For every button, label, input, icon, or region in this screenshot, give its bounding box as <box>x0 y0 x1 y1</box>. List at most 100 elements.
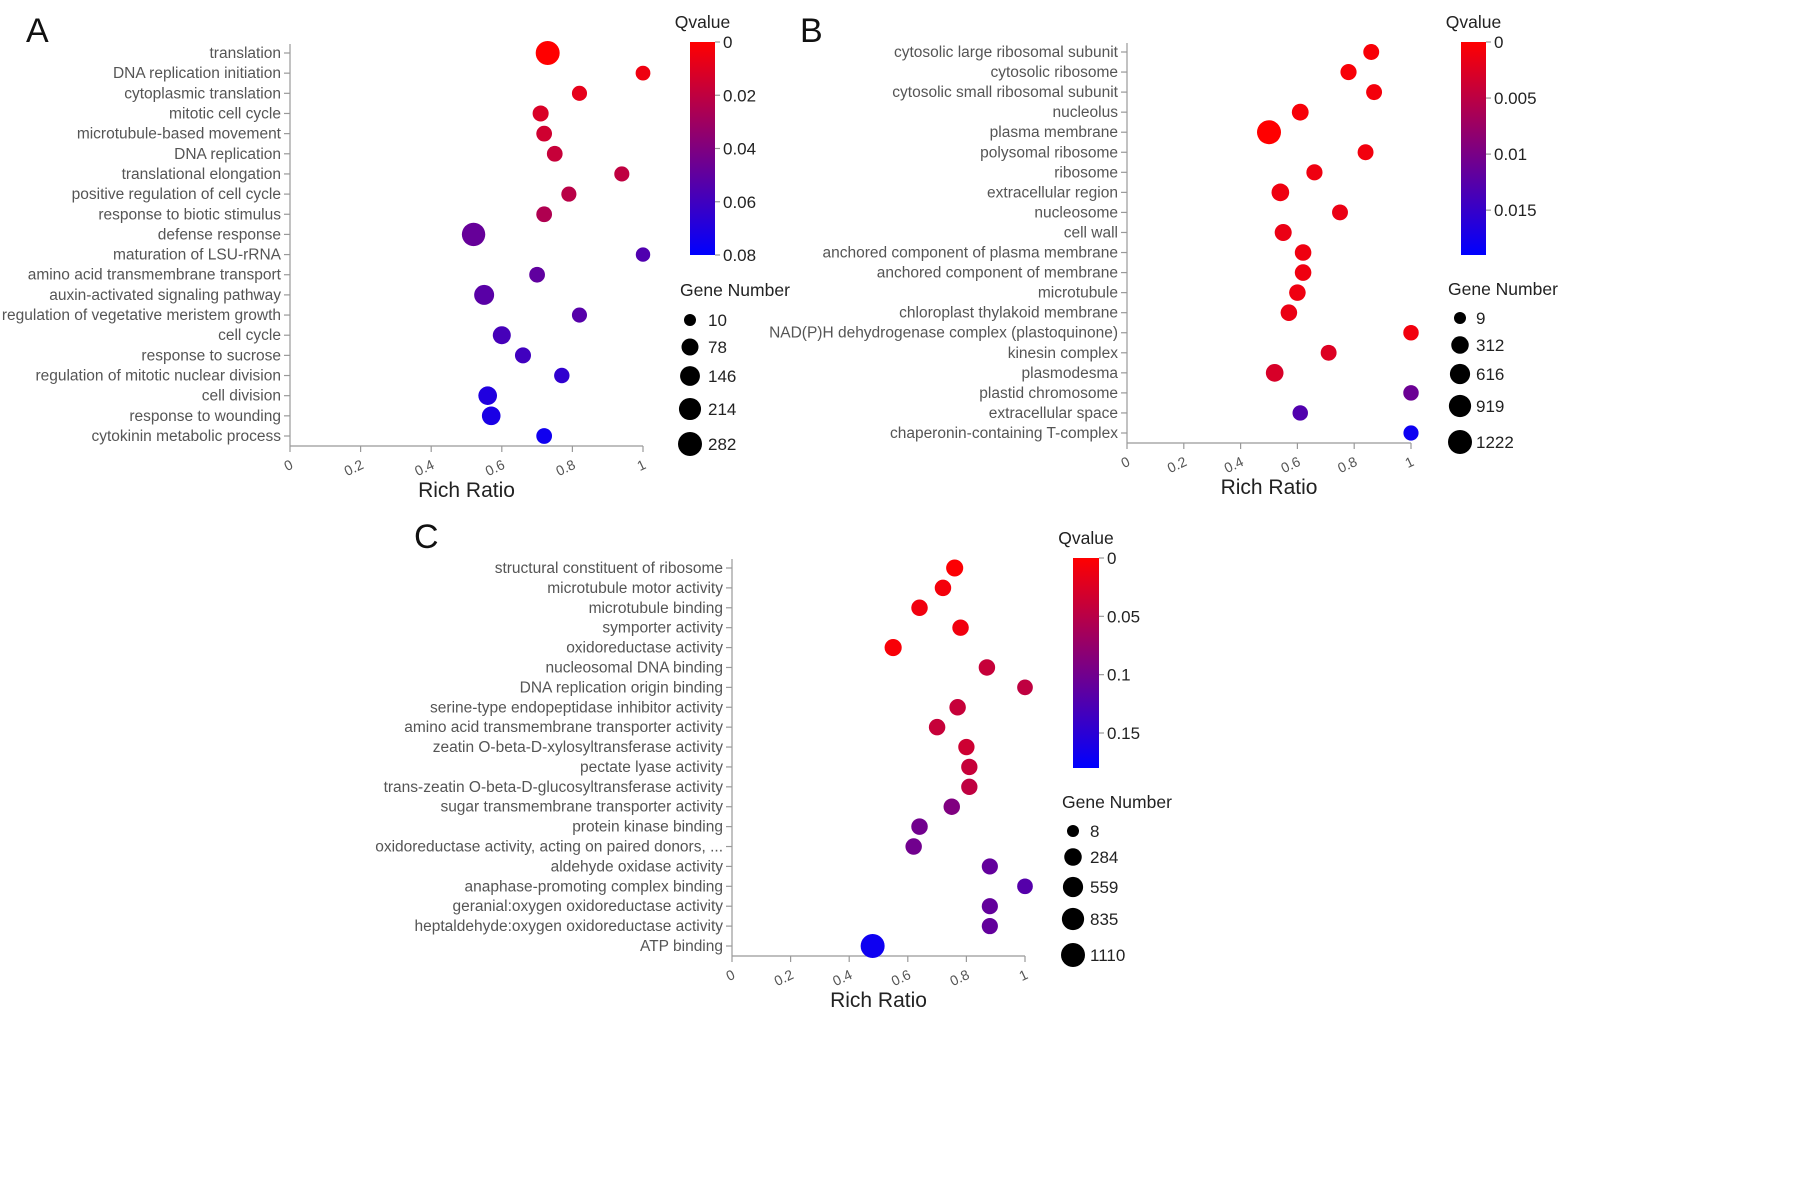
size-legend-label: 10 <box>708 311 727 330</box>
size-legend-dot <box>1061 907 1085 931</box>
y-tick-label: chaperonin-containing T-complex <box>890 425 1118 442</box>
data-point <box>911 818 928 835</box>
color-scale-label: 0.04 <box>723 140 756 159</box>
y-tick-label: response to biotic stimulus <box>98 206 281 223</box>
y-tick-label: cytokinin metabolic process <box>91 428 281 445</box>
size-legend-dot <box>1449 363 1471 385</box>
y-tick-label: ribosome <box>1054 164 1118 181</box>
y-tick-label: anchored component of membrane <box>877 265 1118 282</box>
data-point <box>1265 363 1284 382</box>
y-tick-label: anchored component of plasma membrane <box>822 245 1118 262</box>
y-tick-label: anaphase-promoting complex binding <box>465 878 724 895</box>
data-point <box>1357 144 1374 161</box>
data-point <box>981 858 998 875</box>
y-tick-label: regulation of vegetative meristem growth <box>2 307 281 324</box>
size-legend-dot <box>684 314 696 326</box>
y-tick-label: response to wounding <box>129 408 281 425</box>
y-tick-label: nucleosomal DNA binding <box>546 659 724 676</box>
color-scale-label: 0.15 <box>1107 724 1140 743</box>
x-tick-label: 0.6 <box>483 456 508 479</box>
color-legend-title: Qvalue <box>1058 528 1113 548</box>
color-scale-label: 0.015 <box>1494 201 1537 220</box>
y-tick-label: amino acid transmembrane transporter act… <box>404 719 723 736</box>
x-tick-label: 0.2 <box>341 456 366 479</box>
color-scale-label: 0 <box>723 33 732 52</box>
data-point <box>1332 204 1348 221</box>
size-legend-title: Gene Number <box>680 280 790 300</box>
size-legend-label: 919 <box>1476 397 1504 416</box>
data-point <box>1280 304 1298 321</box>
data-point <box>946 559 964 577</box>
data-point <box>492 326 511 345</box>
size-legend-label: 78 <box>708 338 727 357</box>
data-point <box>1403 425 1419 441</box>
y-tick-label: heptaldehyde:oxygen oxidoreductase activ… <box>415 918 724 935</box>
data-point <box>536 206 553 223</box>
data-point <box>536 125 553 142</box>
data-point <box>536 428 553 444</box>
size-legend-label: 835 <box>1090 910 1118 929</box>
y-tick-label: translational elongation <box>122 166 281 183</box>
size-legend-dot <box>680 366 700 386</box>
x-tick-label: 1 <box>1402 453 1416 471</box>
data-point <box>952 619 969 636</box>
color-legend-title: Qvalue <box>675 12 730 32</box>
data-point <box>934 579 952 597</box>
size-legend-dot <box>1451 336 1469 354</box>
y-tick-label: DNA replication origin binding <box>520 679 723 696</box>
size-legend-label: 1222 <box>1476 433 1514 452</box>
data-point <box>635 65 651 81</box>
data-point <box>532 105 549 122</box>
data-point <box>571 85 588 101</box>
size-legend-dot <box>1454 312 1466 324</box>
y-tick-label: geranial:oxygen oxidoreductase activity <box>452 898 723 915</box>
color-scale-label: 0.06 <box>723 193 756 212</box>
data-point <box>1289 284 1306 301</box>
y-tick-label: sugar transmembrane transporter activity <box>440 799 723 816</box>
size-legend-dot <box>681 338 699 356</box>
data-point <box>961 758 978 776</box>
y-tick-label: microtubule motor activity <box>547 580 723 597</box>
size-legend-label: 214 <box>708 400 736 419</box>
x-tick-label: 0.4 <box>1221 453 1246 476</box>
data-point <box>958 738 975 756</box>
y-tick-label: amino acid transmembrane transport <box>28 267 282 284</box>
y-tick-label: cell cycle <box>218 327 281 344</box>
y-tick-label: extracellular region <box>987 184 1118 201</box>
size-legend-title: Gene Number <box>1062 792 1172 812</box>
size-legend-dot <box>678 432 702 456</box>
y-tick-label: regulation of mitotic nuclear division <box>35 368 281 385</box>
x-tick-label: 1 <box>634 456 648 474</box>
size-legend-label: 282 <box>708 435 736 454</box>
y-tick-label: NAD(P)H dehydrogenase complex (plastoqui… <box>769 325 1118 342</box>
color-scale-label: 0.02 <box>723 86 756 105</box>
y-tick-label: zeatin O-beta-D-xylosyltransferase activ… <box>433 739 724 756</box>
color-scale-label: 0 <box>1107 549 1116 568</box>
y-tick-label: chloroplast thylakoid membrane <box>899 305 1118 322</box>
y-tick-label: plastid chromosome <box>979 385 1118 402</box>
size-legend-label: 9 <box>1476 309 1485 328</box>
data-point <box>554 367 570 384</box>
x-tick-label: 0.8 <box>947 966 972 989</box>
data-point <box>1291 103 1309 121</box>
color-scale-label: 0 <box>1494 33 1503 52</box>
y-tick-label: nucleolus <box>1053 104 1119 121</box>
x-tick-label: 0 <box>1118 453 1132 471</box>
data-point <box>1363 44 1380 60</box>
data-point <box>1403 385 1419 401</box>
y-tick-label: mitotic cell cycle <box>169 105 281 122</box>
data-point <box>514 347 531 364</box>
y-tick-label: pectate lyase activity <box>580 759 723 776</box>
y-tick-label: oxidoreductase activity <box>566 640 723 657</box>
data-point <box>1340 63 1357 81</box>
size-legend-dot <box>1448 394 1472 418</box>
data-point <box>529 266 545 283</box>
x-tick-label: 0.8 <box>553 456 578 479</box>
size-legend-dot <box>1064 848 1082 866</box>
data-point <box>1403 324 1419 341</box>
color-scale-bar <box>690 42 715 255</box>
data-point <box>461 222 486 247</box>
x-tick-label: 0.8 <box>1335 453 1360 476</box>
